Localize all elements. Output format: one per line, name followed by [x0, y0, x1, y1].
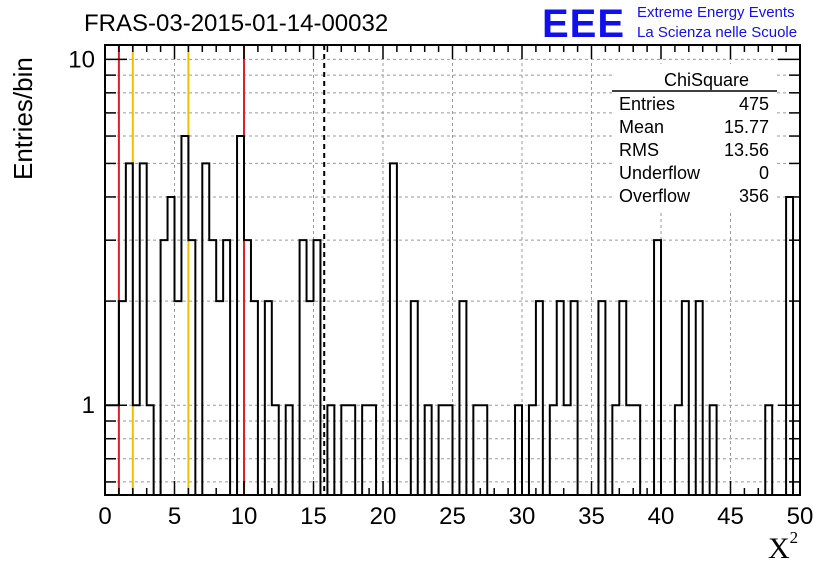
x-tick-label: 0 [98, 503, 111, 530]
x-tick-label: 20 [370, 503, 397, 530]
histogram-bin [411, 301, 418, 495]
histogram-bin [223, 240, 230, 495]
histogram-bin [619, 301, 626, 495]
histogram-bin [188, 240, 195, 495]
stats-box-bg [612, 64, 777, 210]
x-axis-label-base: Χ [768, 532, 790, 565]
histogram-bin [237, 136, 244, 495]
chart-title: FRAS-03-2015-01-14-00032 [84, 10, 389, 37]
histogram-bin [571, 301, 578, 495]
histogram-bin [119, 301, 126, 495]
histogram-bin [536, 301, 543, 495]
histogram-bin [202, 163, 209, 495]
histogram-bin [390, 163, 397, 495]
logo-line-2: La Scienza nelle Scuole [637, 24, 798, 41]
histogram-bin [251, 301, 258, 495]
stats-value: 0 [759, 163, 769, 183]
x-axis-label: Χ2 [768, 528, 798, 566]
stats-box: ChiSquare Entries 475 Mean 15.77 RMS 13.56 Unde… [612, 64, 777, 210]
stats-value: 356 [739, 186, 769, 206]
histogram-bin [209, 240, 216, 495]
histogram-bin [307, 301, 314, 495]
stats-label: Entries [619, 94, 675, 114]
x-tick-label: 10 [231, 503, 258, 530]
stats-label: RMS [619, 140, 659, 160]
stats-name: ChiSquare [664, 70, 749, 90]
histogram-bin [265, 301, 272, 495]
y-tick-label: 1 [82, 392, 95, 419]
x-tick-label: 5 [168, 503, 181, 530]
histogram-bin [654, 240, 661, 495]
axis-ticks: 0 5 10 15 20 25 30 35 40 45 50 1 10 [68, 45, 813, 530]
histogram-bin [300, 240, 307, 495]
histogram-bin [161, 240, 168, 495]
histogram-bin [557, 301, 564, 495]
x-tick-label: 15 [300, 503, 327, 530]
histogram-bin [216, 301, 223, 495]
stats-label: Underflow [619, 163, 701, 183]
histogram-bin [168, 197, 175, 495]
stats-value: 15.77 [724, 117, 769, 137]
x-tick-label: 30 [509, 503, 536, 530]
histogram-bin [175, 301, 182, 495]
histogram-bin [244, 240, 251, 495]
logo-line-1: Extreme Energy Events [637, 4, 795, 21]
histogram-bin [126, 163, 133, 495]
x-tick-label: 50 [787, 503, 814, 530]
stats-value: 475 [739, 94, 769, 114]
stats-value: 13.56 [724, 140, 769, 160]
x-axis-label-sup: 2 [789, 528, 799, 547]
stats-label: Overflow [619, 186, 691, 206]
histogram-bin [314, 240, 321, 495]
histogram-bin [682, 301, 689, 495]
y-tick-label: 10 [68, 46, 95, 73]
logo-letters: EEE [542, 2, 626, 46]
x-tick-label: 25 [439, 503, 466, 530]
x-tick-label: 40 [648, 503, 675, 530]
stats-label: Mean [619, 117, 664, 137]
histogram-bin [459, 301, 466, 495]
x-tick-label: 35 [578, 503, 605, 530]
eee-logo: EEE [542, 2, 625, 47]
histogram-bin [696, 301, 703, 495]
histogram-bin [598, 301, 605, 495]
histogram-bin [140, 163, 147, 495]
x-tick-label: 45 [717, 503, 744, 530]
histogram-bin [786, 197, 793, 495]
histogram-bin [181, 136, 188, 495]
